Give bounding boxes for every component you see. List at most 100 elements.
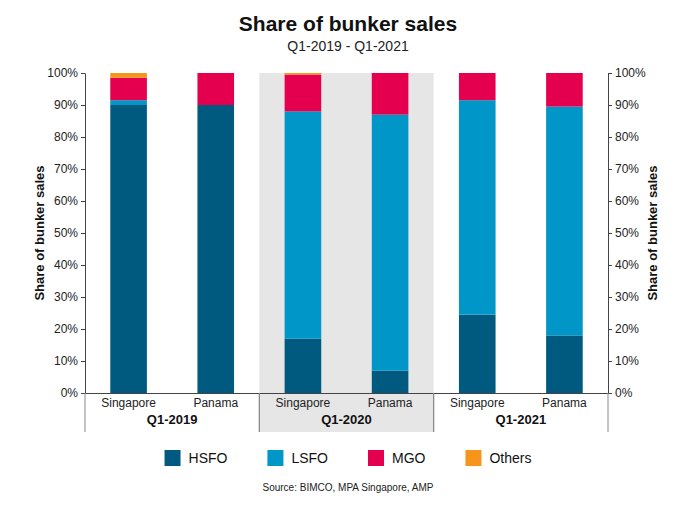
bar-segment (110, 100, 147, 105)
tick: 80% (608, 130, 639, 144)
tick-mark (81, 233, 85, 234)
series-2 (110, 73, 582, 115)
source: Source: BIMCO, MPA Singapore, AMP (263, 482, 434, 493)
tick: 100% (608, 66, 646, 80)
bar-segment (546, 335, 583, 393)
y-axis-title: Share of bunker sales (32, 165, 47, 300)
tick: Singapore (276, 393, 331, 410)
bar-segment (110, 73, 147, 78)
tick-mark (81, 73, 85, 74)
tick-mark (608, 361, 612, 362)
tick: 70% (608, 162, 639, 176)
legend-item: MGO (368, 450, 426, 466)
legend-item: HSFO (165, 450, 228, 466)
x-axis: Singapore Panama Singapore Panama Singapore P… (86, 393, 609, 410)
tick-mark (608, 137, 612, 138)
group-separator (259, 393, 260, 432)
tick-mark (608, 169, 612, 170)
bar-segment (372, 115, 409, 371)
title: Share of bunker sales (239, 12, 457, 35)
series-3 (110, 73, 321, 78)
legend-item: LSFO (267, 450, 328, 466)
tick-label: 40% (54, 258, 78, 272)
tick-label: Panama (542, 396, 587, 410)
tick-mark (608, 105, 612, 106)
tick: Panama (193, 393, 238, 410)
chart: Share of bunker sales Q1-2019 - Q1-2021 0%… (0, 0, 696, 529)
bar-segment (372, 73, 409, 115)
tick-label: Panama (368, 396, 413, 410)
group-separator (608, 393, 609, 432)
tick-label: 0% (61, 386, 79, 400)
legend-swatch (465, 450, 481, 466)
bar-segment (459, 315, 496, 393)
bar-segment (285, 339, 322, 393)
bar-segment (546, 73, 583, 107)
tick: 40% (608, 258, 639, 272)
bar-segment (546, 107, 583, 336)
bar-segment (459, 100, 496, 314)
legend-label: MGO (392, 450, 426, 466)
bar-segment (197, 73, 234, 74)
legend: HSFOLSFOMGOOthers (165, 450, 532, 466)
tick-mark (608, 297, 612, 298)
tick: 0% (61, 386, 85, 400)
legend-label: HSFO (189, 450, 228, 466)
series-1 (110, 100, 582, 370)
tick-mark (81, 329, 85, 330)
tick-label: Singapore (450, 396, 505, 410)
tick: Panama (542, 393, 587, 410)
group-label: Q1-2021 (496, 412, 547, 427)
bar-segment (285, 111, 322, 338)
legend-swatch (165, 450, 181, 466)
tick-label: 30% (54, 290, 78, 304)
tick-label: 70% (54, 162, 78, 176)
bar-segment (197, 105, 234, 393)
tick-mark (608, 393, 612, 394)
bar-segment (285, 75, 322, 112)
group-label: Q1-2020 (321, 412, 372, 427)
tick-label: 70% (615, 162, 639, 176)
tick-label: 40% (615, 258, 639, 272)
bar-segment (372, 371, 409, 393)
tick-mark (608, 329, 612, 330)
tick: 50% (54, 226, 85, 240)
tick: Singapore (450, 393, 505, 410)
tick: 10% (608, 354, 639, 368)
tick-mark (81, 361, 85, 362)
tick-label: 10% (615, 354, 639, 368)
y2-axis: 0%10%20%30%40%50%60%70%80%90%100% (608, 66, 646, 400)
bar-segment (110, 78, 147, 100)
tick-mark (81, 393, 85, 394)
tick-label: 80% (615, 130, 639, 144)
tick-mark (81, 201, 85, 202)
legend-swatch (267, 450, 283, 466)
tick: 70% (54, 162, 85, 176)
axis-line (85, 74, 86, 394)
tick-mark (81, 169, 85, 170)
tick-label: 90% (54, 98, 78, 112)
bar-segment (110, 105, 147, 393)
tick: Panama (368, 393, 413, 410)
tick: 100% (47, 66, 85, 80)
tick: Singapore (101, 393, 156, 410)
tick-label: 50% (615, 226, 639, 240)
tick: 50% (608, 226, 639, 240)
tick-label: Panama (193, 396, 238, 410)
tick-label: 80% (54, 130, 78, 144)
tick: 90% (608, 98, 639, 112)
tick-label: Singapore (101, 396, 156, 410)
tick-mark (81, 265, 85, 266)
tick: 20% (54, 322, 85, 336)
tick-label: 90% (615, 98, 639, 112)
axis-line (86, 393, 609, 394)
bar-segment (372, 73, 409, 74)
subtitle: Q1-2019 - Q1-2021 (287, 38, 409, 54)
bars (110, 73, 582, 393)
tick: 80% (54, 130, 85, 144)
bar-segment (459, 73, 496, 100)
tick: 90% (54, 98, 85, 112)
bar-segment (285, 73, 322, 75)
tick-label: Singapore (276, 396, 331, 410)
group-label: Q1-2019 (147, 412, 198, 427)
